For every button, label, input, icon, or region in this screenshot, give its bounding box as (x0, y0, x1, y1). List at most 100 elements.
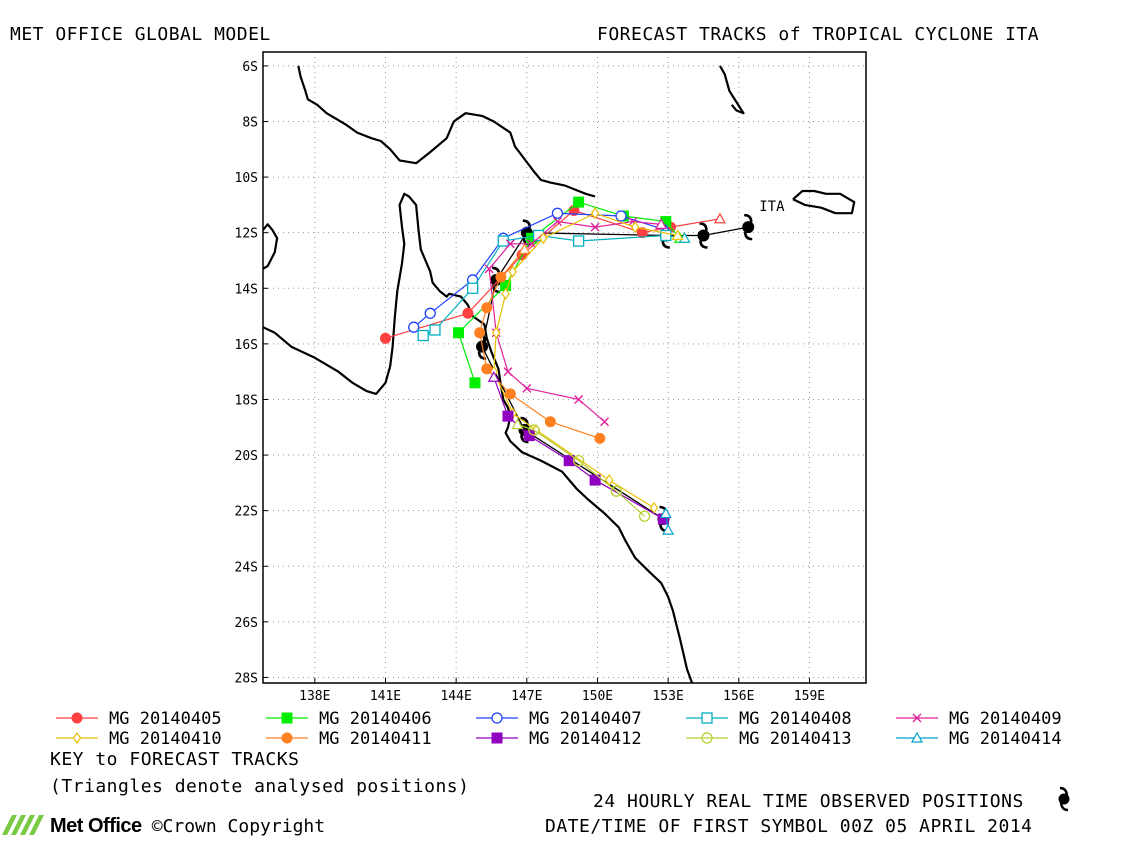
x-tick-label: 138E (299, 689, 330, 704)
legend-marker (281, 712, 293, 724)
y-tick-label: 16S (235, 338, 258, 353)
forecast-point (523, 430, 535, 442)
y-tick-label: 8S (242, 115, 258, 130)
forecast-point (462, 307, 474, 319)
coastline (263, 223, 279, 270)
legend-entry: MG 20140410 (56, 729, 222, 749)
forecast-point (662, 523, 675, 535)
forecast-point (552, 217, 562, 227)
legend-entry: MG 20140413 (686, 729, 852, 749)
legend-marker (281, 732, 293, 744)
forecast-point (563, 455, 575, 467)
forecast-point (484, 264, 494, 274)
series-line (488, 220, 662, 423)
observed-position-core (697, 229, 710, 242)
legend-label: MG 20140410 (109, 729, 222, 749)
forecast-point (505, 239, 515, 249)
y-tick-label: 12S (235, 227, 258, 242)
coastlines (263, 65, 856, 683)
storm-name-label: ITA (759, 199, 785, 215)
forecast-point (657, 513, 669, 525)
forecast-point (481, 302, 493, 314)
first-symbol-datetime: DATE/TIME OF FIRST SYMBOL 00Z 05 APRIL 2… (545, 816, 1033, 837)
legend-entry: MG 20140407 (476, 709, 642, 729)
legend-label: MG 20140411 (319, 729, 432, 749)
forecast-tracks (379, 196, 726, 535)
series-5 (484, 217, 668, 427)
forecast-point (660, 229, 672, 242)
observed-position-core (742, 221, 755, 234)
forecast-point (508, 265, 517, 278)
series-8 (487, 370, 669, 525)
cyclone-symbol-icon (1054, 786, 1074, 816)
forecast-point (424, 307, 436, 319)
observed-position-arm (699, 240, 708, 249)
legend-entry: MG 20140411 (266, 729, 432, 749)
met-office-wordmark: Met Office (50, 814, 142, 837)
plot-frame (262, 51, 867, 684)
legend-label: MG 20140412 (529, 729, 642, 749)
y-tick-label: 24S (235, 560, 258, 575)
forecast-point (589, 474, 601, 486)
forecast-point (501, 287, 510, 300)
forecast-point (551, 207, 564, 219)
legend-marker (71, 712, 83, 724)
grid (263, 52, 866, 683)
forecast-point (429, 324, 441, 336)
coastline (719, 65, 745, 115)
legend-marker (701, 732, 713, 744)
legend-label: MG 20140413 (739, 729, 852, 749)
analysed-position-marker (655, 218, 668, 229)
forecast-point (573, 196, 585, 208)
forecast-point (528, 424, 540, 436)
legend-marker (701, 712, 713, 724)
forecast-point (636, 227, 648, 239)
y-tick-label: 20S (235, 449, 258, 464)
forecast-point (474, 327, 486, 339)
legend-entry: MG 20140406 (266, 709, 432, 729)
forecast-point (503, 367, 513, 377)
y-tick-label: 14S (235, 282, 258, 297)
forecast-point (574, 394, 584, 404)
y-tick-label: 26S (235, 616, 258, 631)
legend-marker (491, 732, 503, 744)
legend-label: MG 20140405 (109, 709, 222, 729)
x-tick-label: 147E (511, 689, 542, 704)
analysed-position-marker (511, 418, 524, 430)
forecast-point (495, 271, 507, 283)
legend-label: MG 20140414 (949, 729, 1062, 749)
coastline (297, 65, 596, 198)
y-tick-label: 10S (235, 171, 258, 186)
forecast-point (453, 327, 465, 339)
forecast-point (590, 222, 600, 232)
legend-marker (72, 731, 82, 745)
x-tick-label: 144E (440, 689, 471, 704)
analysed-position-marker (671, 229, 684, 241)
legend-marker (912, 713, 922, 723)
forecast-point (544, 416, 556, 428)
observed-position-arm (520, 434, 529, 444)
forecast-point (504, 388, 516, 400)
forecast-point (522, 383, 532, 393)
analysed-position-marker (713, 212, 726, 224)
legend-marker (491, 712, 503, 724)
forecast-point (502, 410, 514, 422)
observed-position-symbol (742, 213, 755, 241)
forecast-point (408, 321, 420, 333)
forecast-point (466, 282, 479, 294)
series-line (422, 234, 685, 337)
y-tick-label: 18S (235, 393, 258, 408)
series-7 (474, 243, 606, 444)
y-tick-label: 6S (242, 60, 258, 75)
series-line (493, 377, 664, 520)
legend-entry: MG 20140405 (56, 709, 222, 729)
forecast-point (417, 329, 429, 342)
legend-entry: MG 20140408 (686, 709, 852, 729)
y-tick-label: 22S (235, 505, 258, 520)
forecast-point (481, 363, 493, 375)
forecast-point (527, 239, 537, 249)
observed-position-arm (744, 213, 753, 223)
observed-position-arm (522, 237, 531, 246)
key-title: KEY to FORECAST TRACKS (50, 749, 300, 770)
